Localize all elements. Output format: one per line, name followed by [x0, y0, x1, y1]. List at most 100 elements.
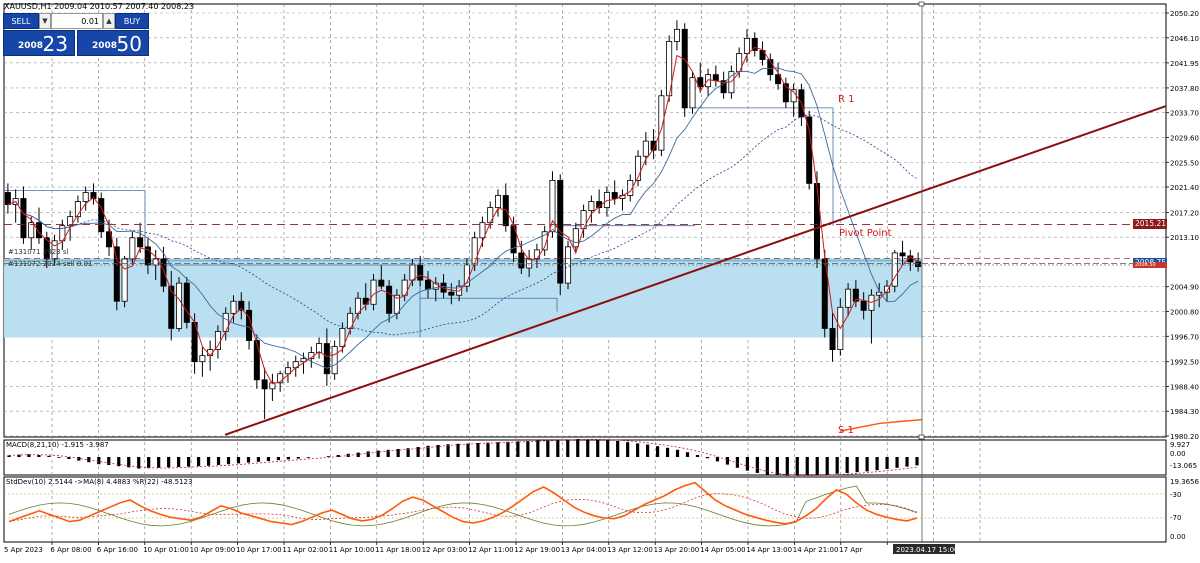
- price-tick-label: 2013.10: [1170, 234, 1199, 242]
- price-tick-label: 2050.20: [1170, 10, 1199, 18]
- candle-body: [635, 155, 642, 181]
- candle-body: [681, 28, 688, 109]
- candle-body: [813, 183, 820, 260]
- candle-body: [331, 346, 338, 375]
- symbol-info: XAUUSD,H1 2009.04 2010.57 2007.40 2008.2…: [4, 2, 195, 11]
- candle-body: [370, 279, 377, 305]
- axes: 2050.20 2046.10 2041.95 2037.80 2033.70 2029.…: [4, 10, 1199, 554]
- order-line-1-label: #131071 2023 sl: [8, 248, 68, 256]
- candle-body: [627, 179, 634, 196]
- lot-size-input[interactable]: 0.01: [51, 13, 103, 29]
- pivot-box-edge: [420, 297, 558, 312]
- stddev-axis-label: 19.3656: [1170, 478, 1199, 486]
- slow-ma-line: [7, 67, 919, 369]
- buy-price-prefix: 2008: [92, 41, 118, 51]
- candle-body: [845, 288, 852, 308]
- pivot-box-edge: [695, 107, 834, 226]
- time-tick-label: 12 Apr 03:00: [422, 546, 468, 554]
- sell-quote[interactable]: 2008 23: [3, 30, 75, 56]
- time-tick-label: 12 Apr 11:00: [468, 546, 514, 554]
- candle-body: [650, 140, 657, 151]
- candle-body: [471, 237, 478, 266]
- candle-body: [673, 28, 680, 42]
- buy-button[interactable]: BUY: [115, 13, 149, 29]
- candle-body: [915, 261, 922, 268]
- candle-body: [883, 285, 890, 293]
- candle-body: [775, 74, 782, 85]
- candle-body: [689, 77, 696, 109]
- candle-body: [611, 192, 618, 199]
- candle-body: [720, 80, 727, 94]
- time-cursor-box: [893, 544, 955, 554]
- candle-body: [199, 355, 206, 363]
- fast-ma-line: [7, 46, 919, 385]
- price-tick-label: 1984.30: [1170, 408, 1199, 416]
- candle-body: [214, 331, 221, 350]
- time-tick-label: 6 Apr 16:00: [97, 546, 138, 554]
- s1-label: S 1: [838, 425, 854, 436]
- price-tick-label: 1988.40: [1170, 383, 1199, 391]
- time-tick-label: 13 Apr 12:00: [607, 546, 653, 554]
- s1-line: [839, 418, 923, 432]
- time-tick-label: 11 Apr 18:00: [375, 546, 421, 554]
- zones: [4, 107, 922, 338]
- time-line-handle-top: [918, 1, 925, 7]
- candle-body: [697, 77, 704, 88]
- candle-body: [487, 207, 494, 224]
- time-tick-label: 17 Apr: [839, 546, 862, 554]
- candle-body: [829, 328, 836, 350]
- candle-body: [378, 279, 385, 287]
- candle-body: [67, 216, 74, 227]
- candle-body: [386, 285, 393, 314]
- candle-body: [891, 252, 898, 287]
- price-tick-label: 2041.95: [1170, 60, 1199, 68]
- sell-price-prefix: 2008: [18, 41, 44, 51]
- candle-body: [712, 74, 719, 82]
- candle-body: [424, 279, 431, 290]
- candle-body: [144, 246, 151, 266]
- price-tick-label: 2037.80: [1170, 85, 1199, 93]
- candle-body: [300, 358, 307, 363]
- time-tick-label: 11 Apr 10:00: [329, 546, 375, 554]
- candle-body: [751, 37, 758, 51]
- candle-body: [129, 237, 136, 260]
- candle-body: [20, 198, 27, 239]
- candle-body: [642, 140, 649, 157]
- candle-body: [767, 59, 774, 76]
- time-tick-label: 10 Apr 01:00: [143, 546, 189, 554]
- lot-decrease-icon[interactable]: ▼: [39, 13, 51, 29]
- candle-body: [549, 179, 556, 233]
- grid-lines: [3, 3, 1167, 543]
- time-tick-label: 10 Apr 09:00: [190, 546, 236, 554]
- stddev-label: StdDev(10) 2.5144 ->MA(8) 4.4883 %R(22) …: [6, 478, 192, 486]
- sell-button[interactable]: SELL: [3, 13, 39, 29]
- time-tick-label: 14 Apr 13:00: [746, 546, 792, 554]
- candle-body: [261, 379, 268, 390]
- buy-quote[interactable]: 2008 50: [77, 30, 149, 56]
- macd-pane: [7, 438, 919, 477]
- candle-body: [28, 222, 35, 239]
- one-click-trading-panel: SELL ▼ 0.01 ▲ BUY 2008 23 2008 50: [3, 13, 149, 56]
- candle-body: [51, 240, 58, 260]
- stddev-pane-frame: [3, 476, 1167, 543]
- stddev-axis-label: -30: [1170, 491, 1181, 499]
- candle-body: [518, 252, 525, 269]
- candle-body: [284, 367, 291, 375]
- price-tick-label: 1992.50: [1170, 359, 1199, 367]
- candle-body: [782, 83, 789, 103]
- lot-increase-icon[interactable]: ▲: [103, 13, 115, 29]
- candle-body: [541, 231, 548, 251]
- candle-body: [168, 285, 175, 329]
- candle-body: [806, 116, 813, 184]
- time-tick-label: 14 Apr 05:00: [700, 546, 746, 554]
- time-tick-label: 14 Apr 21:00: [793, 546, 839, 554]
- stddev-axis-label: -70: [1170, 514, 1181, 522]
- candle-body: [316, 343, 323, 354]
- time-cursor-label: 2023.04.17 15:00: [896, 546, 958, 554]
- price-tick-label: 2021.40: [1170, 184, 1199, 192]
- candle-body: [533, 249, 540, 260]
- pivot-box-edge: [4, 190, 146, 256]
- candle-body: [4, 192, 11, 205]
